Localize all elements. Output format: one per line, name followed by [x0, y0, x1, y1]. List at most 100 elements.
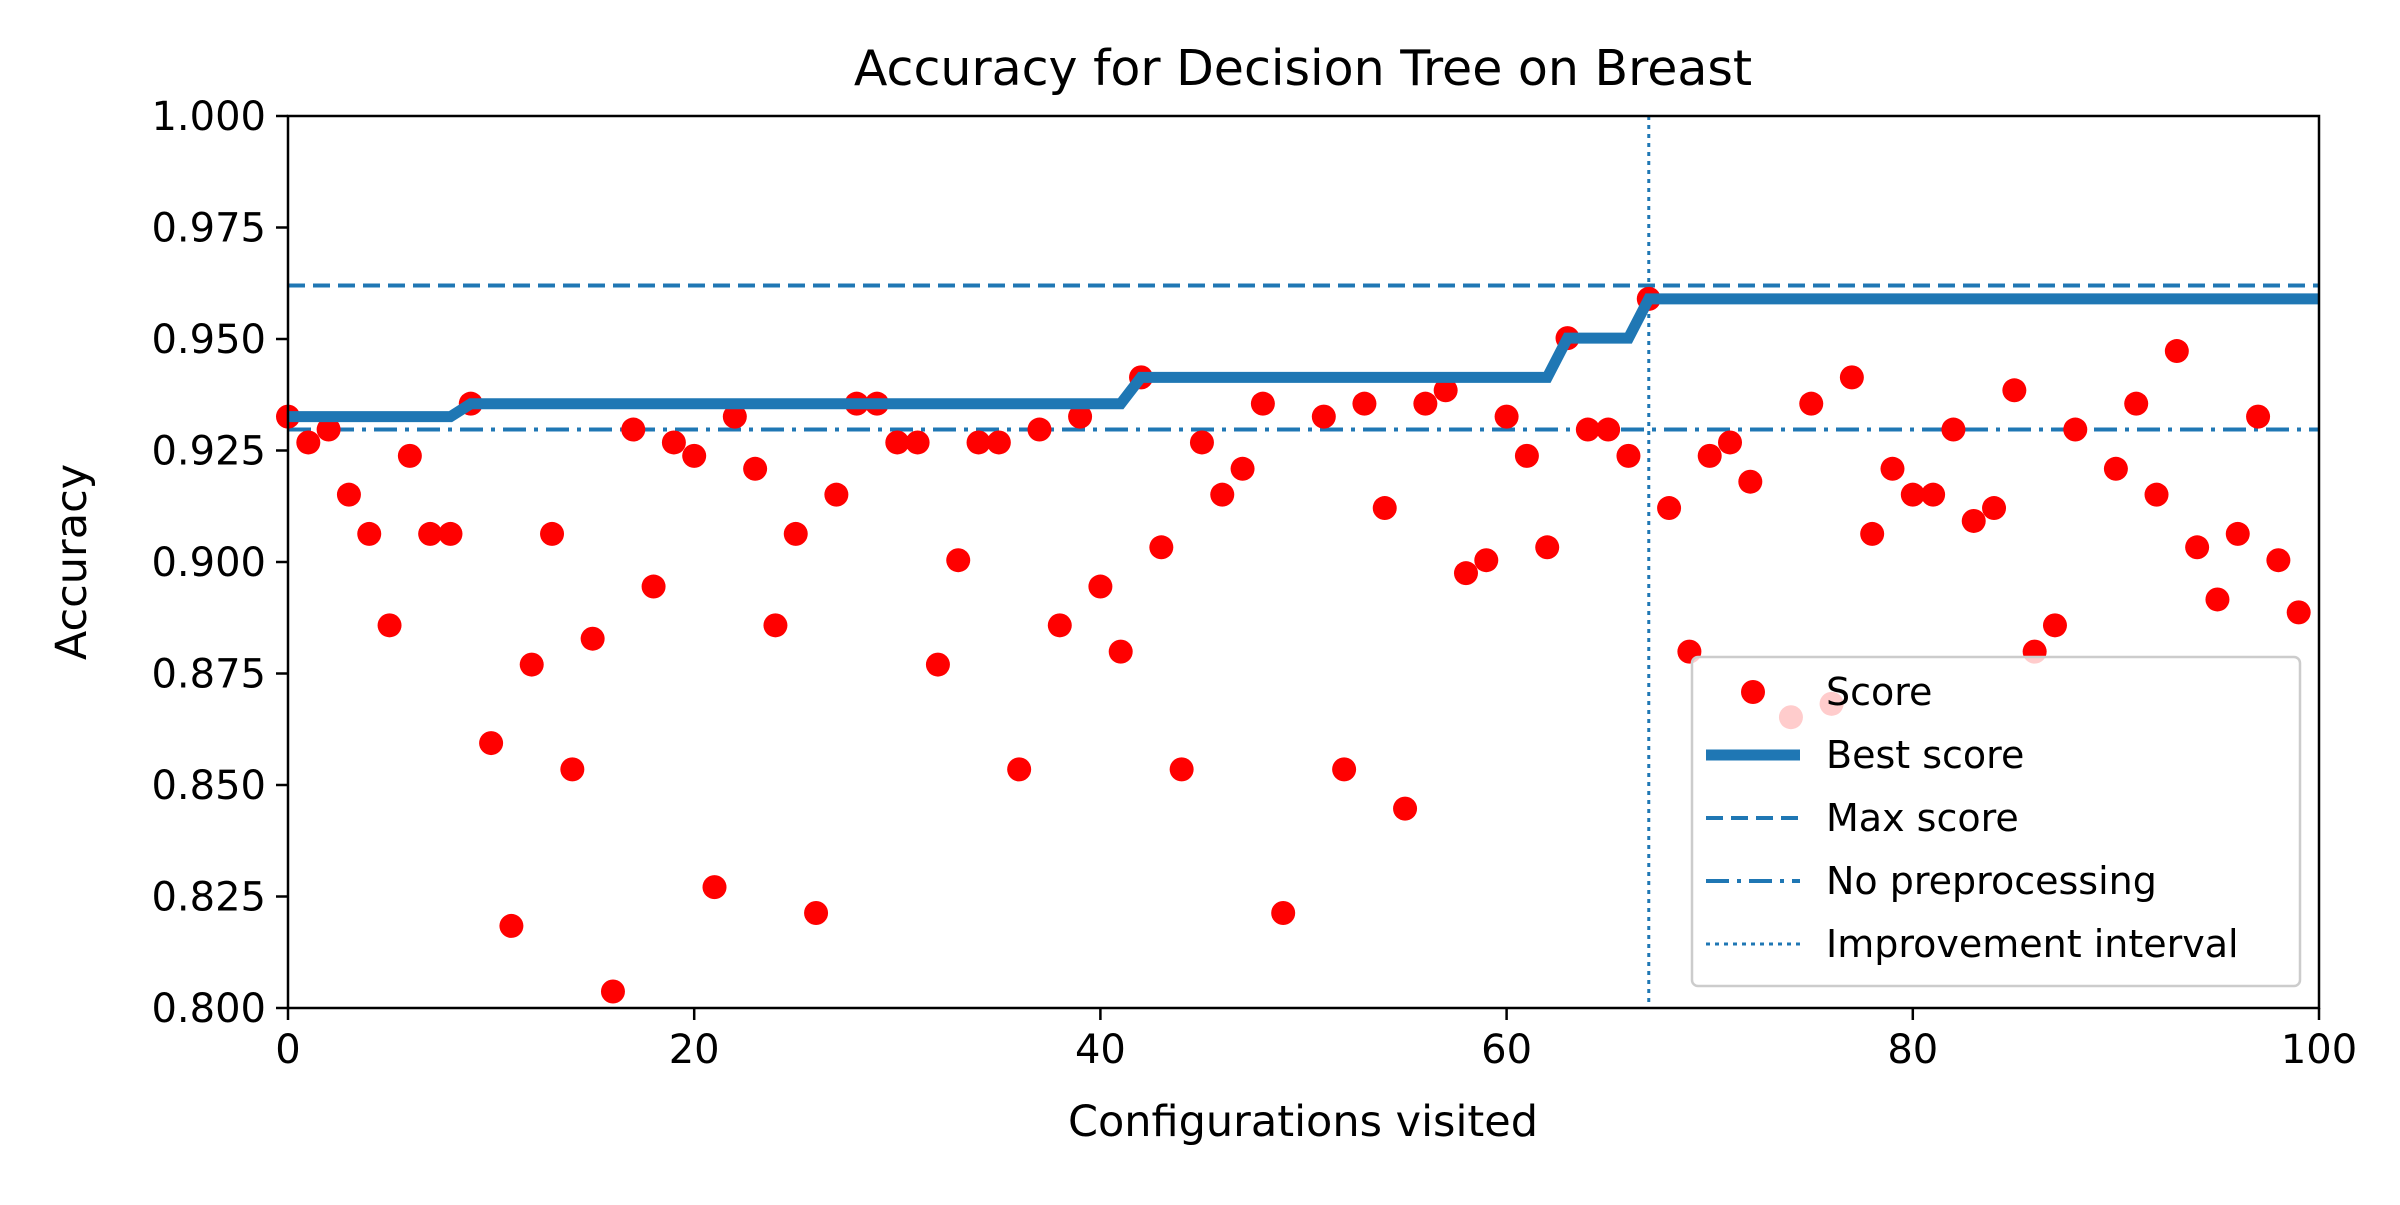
score-point	[1108, 639, 1133, 664]
score-point	[1433, 378, 1458, 403]
score-point	[1007, 757, 1032, 782]
score-point	[1575, 417, 1600, 442]
legend-marker-score	[1741, 680, 1765, 704]
x-tick-label: 0	[275, 1027, 300, 1073]
score-point	[2266, 548, 2291, 573]
score-point	[2246, 404, 2271, 429]
score-point	[2164, 339, 2189, 364]
score-point	[905, 430, 930, 455]
x-axis-label: Configurations visited	[1068, 1097, 1538, 1147]
score-point	[600, 979, 625, 1004]
score-point	[1210, 482, 1235, 507]
legend-label: Score	[1826, 670, 1932, 714]
score-point	[1941, 417, 1966, 442]
score-point	[438, 521, 463, 546]
score-point	[783, 521, 808, 546]
score-point	[743, 456, 768, 481]
score-point	[966, 430, 991, 455]
chart-title: Accuracy for Decision Tree on Breast	[854, 40, 1752, 97]
score-point	[1616, 443, 1641, 468]
score-point	[1738, 469, 1763, 494]
score-point	[1311, 404, 1336, 429]
score-point	[1453, 561, 1478, 586]
legend: Score Best score Max score No preprocessing…	[1690, 655, 2302, 988]
score-point	[925, 652, 950, 677]
score-point	[2124, 391, 2149, 416]
score-point	[316, 417, 341, 442]
score-point	[1799, 391, 1824, 416]
score-point	[1494, 404, 1519, 429]
score-point	[1697, 443, 1722, 468]
score-point	[641, 574, 666, 599]
y-tick-label: 0.850	[151, 763, 266, 809]
score-point	[1189, 430, 1214, 455]
score-point	[1961, 508, 1986, 533]
score-point	[499, 913, 524, 938]
score-point	[1880, 456, 1905, 481]
score-point	[2205, 587, 2230, 612]
score-point	[580, 626, 605, 651]
score-point	[824, 482, 849, 507]
score-point	[1027, 417, 1052, 442]
score-point	[661, 430, 686, 455]
score-point	[1900, 482, 1925, 507]
score-point	[621, 417, 646, 442]
score-point	[2286, 600, 2311, 625]
score-point	[2042, 613, 2067, 638]
score-point	[1535, 535, 1560, 560]
score-point	[2002, 378, 2027, 403]
score-point	[1047, 613, 1072, 638]
x-tick-label: 60	[1481, 1027, 1532, 1073]
score-point	[1068, 404, 1093, 429]
score-point	[519, 652, 544, 677]
score-point	[1718, 430, 1743, 455]
y-tick-label: 0.975	[151, 206, 266, 252]
score-point	[946, 548, 971, 573]
best-score-line	[288, 293, 2319, 423]
score-point	[296, 430, 321, 455]
score-point	[1271, 901, 1296, 926]
score-point	[336, 482, 361, 507]
score-point	[2144, 482, 2169, 507]
score-point	[1352, 391, 1377, 416]
legend-label: No preprocessing	[1826, 859, 2157, 903]
y-tick-label: 0.950	[151, 317, 266, 363]
score-point	[1169, 757, 1194, 782]
y-tick-label: 0.800	[151, 986, 266, 1032]
score-point	[560, 757, 585, 782]
y-tick-label: 1.000	[151, 94, 266, 140]
score-point	[1413, 391, 1438, 416]
score-point	[1514, 443, 1539, 468]
legend-label: Improvement interval	[1826, 922, 2239, 966]
score-point	[1474, 548, 1499, 573]
score-point	[1921, 482, 1946, 507]
plot-area	[276, 116, 2319, 1008]
score-point	[682, 443, 707, 468]
score-point	[2225, 521, 2250, 546]
x-tick-label: 40	[1075, 1027, 1126, 1073]
score-point	[1657, 496, 1682, 521]
score-point	[1088, 574, 1113, 599]
y-tick-label: 0.875	[151, 652, 266, 698]
score-point	[1982, 496, 2007, 521]
x-tick-label: 20	[669, 1027, 720, 1073]
score-point	[1839, 365, 1864, 390]
score-point	[1372, 496, 1397, 521]
score-point	[1860, 521, 1885, 546]
score-point	[397, 443, 422, 468]
y-tick-label: 0.825	[151, 875, 266, 921]
score-point	[540, 521, 565, 546]
score-point	[377, 613, 402, 638]
score-point	[804, 901, 829, 926]
axis-ticks: 0 20 40 60 80 100 0.800 0.825 0.850 0.875 0.900 0.9…	[151, 94, 2357, 1073]
score-point	[1149, 535, 1174, 560]
x-tick-label: 100	[2281, 1027, 2357, 1073]
legend-label: Best score	[1826, 733, 2024, 777]
score-point	[1332, 757, 1357, 782]
score-point	[702, 875, 727, 900]
score-point	[1230, 456, 1255, 481]
legend-box	[1690, 655, 2302, 988]
x-tick-label: 80	[1887, 1027, 1938, 1073]
